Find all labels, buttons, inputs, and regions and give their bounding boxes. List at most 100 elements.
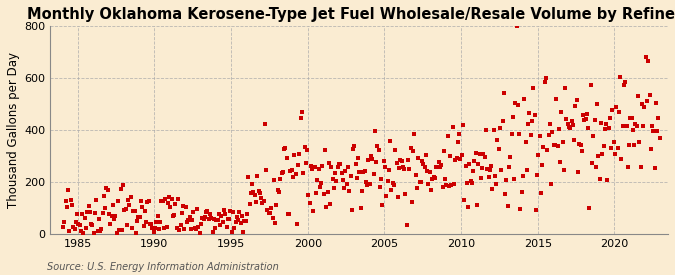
Point <box>552 144 563 148</box>
Point <box>344 189 354 193</box>
Point <box>585 82 596 87</box>
Point <box>84 210 95 214</box>
Point <box>485 168 495 172</box>
Point <box>443 183 454 188</box>
Point <box>437 185 448 189</box>
Point <box>152 214 163 218</box>
Point <box>364 182 375 186</box>
Point <box>509 176 520 181</box>
Point <box>375 185 385 189</box>
Point <box>142 199 153 204</box>
Point <box>313 166 324 171</box>
Point <box>470 151 481 155</box>
Point <box>601 122 612 127</box>
Point <box>252 174 263 178</box>
Point <box>342 165 353 169</box>
Point <box>144 222 155 227</box>
Point <box>472 203 483 208</box>
Point <box>624 143 634 147</box>
Point <box>302 148 313 152</box>
Point <box>97 211 108 215</box>
Point <box>333 162 344 166</box>
Point <box>558 140 568 144</box>
Point <box>631 124 642 128</box>
Point <box>63 187 74 192</box>
Point <box>312 178 323 182</box>
Point <box>475 176 486 181</box>
Point <box>473 162 484 167</box>
Point <box>486 164 497 168</box>
Point <box>525 133 536 137</box>
Point <box>564 125 574 129</box>
Point <box>372 144 383 148</box>
Point <box>634 140 645 144</box>
Point <box>299 144 310 149</box>
Point <box>528 86 539 90</box>
Point <box>516 190 527 194</box>
Point <box>269 178 279 183</box>
Point <box>296 110 307 115</box>
Point <box>438 149 449 154</box>
Point <box>340 169 351 173</box>
Point <box>92 229 103 233</box>
Point <box>545 182 556 186</box>
Point <box>349 144 360 148</box>
Point <box>82 210 92 214</box>
Point <box>610 152 620 156</box>
Point <box>526 119 537 123</box>
Point <box>493 147 504 151</box>
Point <box>543 133 554 138</box>
Point <box>520 140 531 144</box>
Point <box>605 116 616 121</box>
Point <box>73 222 84 226</box>
Point <box>246 191 256 196</box>
Point <box>270 221 281 225</box>
Point <box>428 175 439 179</box>
Point <box>167 213 178 218</box>
Point <box>190 226 201 231</box>
Point <box>315 185 325 189</box>
Point <box>248 189 259 194</box>
Point <box>352 176 362 181</box>
Point <box>184 214 195 219</box>
Point <box>134 215 145 219</box>
Point <box>394 166 404 170</box>
Point <box>216 214 227 218</box>
Point <box>285 169 296 173</box>
Point <box>466 180 477 185</box>
Point <box>612 145 623 150</box>
Point <box>332 165 343 169</box>
Point <box>639 104 650 109</box>
Point <box>257 201 268 205</box>
Point <box>504 165 514 169</box>
Point <box>103 188 113 192</box>
Point <box>120 207 131 211</box>
Point <box>584 206 595 211</box>
Point <box>539 80 550 85</box>
Point <box>412 186 423 190</box>
Point <box>597 152 608 156</box>
Point <box>194 231 205 236</box>
Point <box>137 205 148 210</box>
Point <box>200 210 211 214</box>
Point <box>78 231 89 236</box>
Point <box>400 192 411 196</box>
Point <box>492 138 503 142</box>
Point <box>95 229 105 233</box>
Point <box>571 98 582 102</box>
Point <box>580 117 591 122</box>
Point <box>406 200 417 204</box>
Point <box>342 182 352 186</box>
Point <box>309 164 320 169</box>
Point <box>598 144 609 148</box>
Point <box>87 223 98 227</box>
Point <box>569 138 580 142</box>
Point <box>460 164 471 169</box>
Point <box>90 211 101 215</box>
Point <box>561 117 572 121</box>
Point <box>225 209 236 213</box>
Point <box>230 220 241 224</box>
Point <box>382 179 393 183</box>
Point <box>506 132 517 136</box>
Point <box>433 160 444 164</box>
